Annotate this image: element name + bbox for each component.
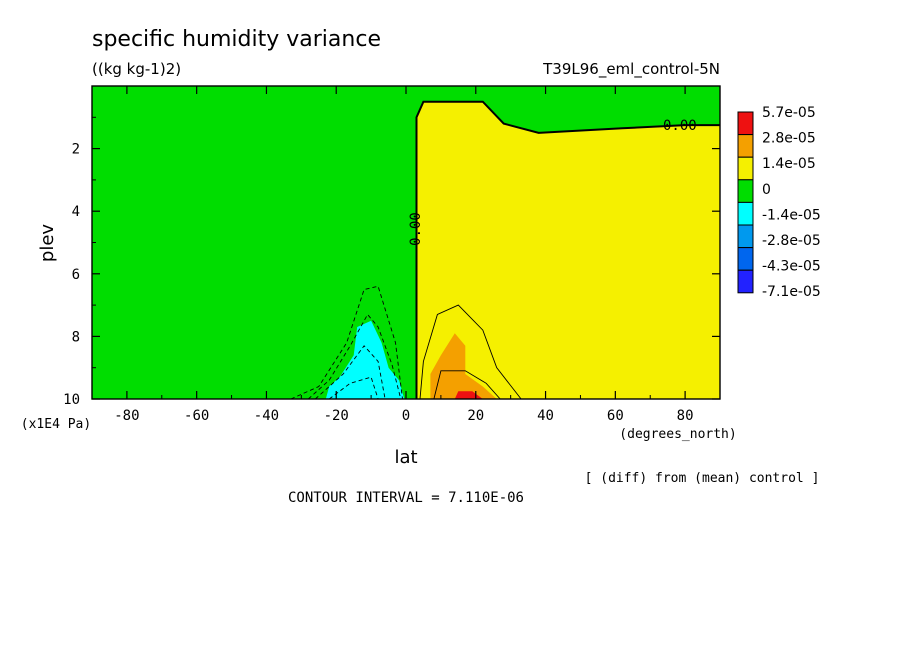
contour-line-0 (415, 100, 720, 399)
contour-line-3 (290, 285, 403, 400)
x-tick-label: 40 (537, 408, 554, 424)
filled-region-4 (325, 320, 405, 399)
filled-region-0 (416, 101, 720, 399)
units-label: ((kg kg-1)2) (92, 60, 181, 78)
y-tick-label: 10 (63, 392, 80, 408)
contour-line-1 (419, 304, 522, 400)
contour-lines (290, 100, 720, 400)
x-tick-label: -80 (114, 408, 139, 424)
x-axis-units: (degrees_north) (619, 427, 736, 442)
x-tick-label: 20 (467, 408, 484, 424)
contour-label-zero-top: 0.00 (663, 118, 697, 134)
legend-swatch (737, 269, 754, 294)
contour-interval: CONTOUR INTERVAL = 7.110E-06 (288, 490, 524, 506)
legend-swatch (737, 134, 754, 158)
x-tick-label: -20 (324, 408, 349, 424)
x-axis-label: lat (394, 447, 417, 468)
plot-area: -80 -60 -40 -20 0 20 40 60 80 2 4 6 8 10 0.00 0.00 (63, 85, 721, 424)
contour-label-zero-vertical: 0.00 (408, 212, 424, 246)
y-tick-label: 6 (72, 267, 80, 283)
x-tick-label: 80 (677, 408, 694, 424)
y-axis-units: (x1E4 Pa) (21, 417, 91, 432)
diff-footnote: [ (diff) from (mean) control ] (585, 471, 820, 486)
x-tick-label: -40 (254, 408, 279, 424)
colorbar-legend: 5.7e-05 2.8e-05 1.4e-05 0 -1.4e-05 -2.8e-05 -4… (737, 105, 821, 300)
x-tick-label: 60 (607, 408, 624, 424)
x-tick-label: -60 (184, 408, 209, 424)
y-axis-label: plev (37, 224, 58, 263)
legend-swatch (737, 201, 754, 226)
filled-regions (325, 101, 720, 399)
legend-label: -1.4e-05 (762, 207, 821, 223)
x-tick-label: 0 (402, 408, 410, 424)
legend-label: -7.1e-05 (762, 284, 821, 300)
legend-swatch (737, 156, 754, 181)
y-tick-label: 8 (72, 329, 80, 345)
y-tick-labels: 2 4 6 8 10 (63, 142, 80, 408)
contour-line-5 (314, 345, 386, 400)
legend-swatch (737, 247, 754, 271)
legend-label: 1.4e-05 (762, 156, 816, 172)
x-tick-labels: -80 -60 -40 -20 0 20 40 60 80 (114, 408, 693, 424)
legend-swatch (737, 179, 754, 203)
legend-label: 2.8e-05 (762, 131, 816, 147)
y-tick-label: 2 (72, 142, 80, 158)
legend-swatch (737, 111, 754, 136)
filled-region-1 (430, 333, 497, 399)
legend-swatch (737, 224, 754, 249)
legend-label: -2.8e-05 (762, 233, 821, 249)
legend-label: 0 (762, 182, 771, 198)
contour-line-2 (433, 370, 501, 400)
legend-label: 5.7e-05 (762, 105, 816, 121)
contour-line-4 (307, 313, 402, 400)
chart-title: specific humidity variance (92, 27, 381, 52)
dataset-label: T39L96_eml_control-5N (542, 60, 720, 79)
legend-label: -4.3e-05 (762, 259, 821, 275)
contour-line-6 (328, 376, 379, 400)
y-tick-label: 4 (72, 204, 80, 220)
axis-ticks (91, 86, 721, 400)
